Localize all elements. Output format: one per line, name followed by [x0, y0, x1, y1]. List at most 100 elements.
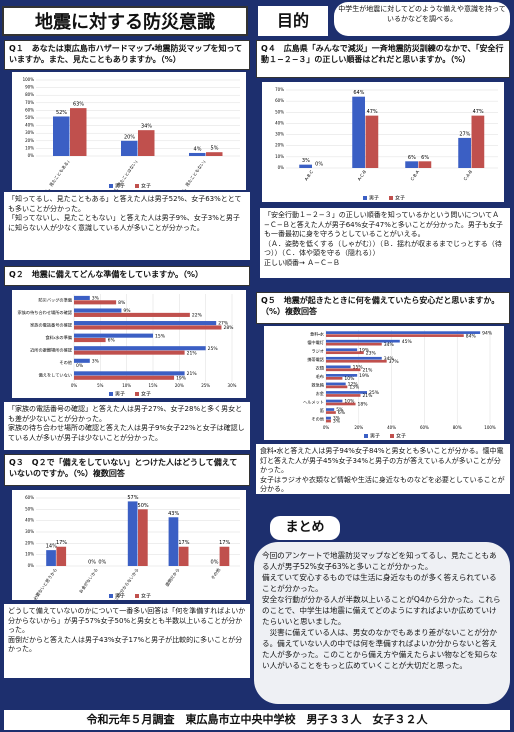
y-tick-label: 0% — [28, 153, 35, 158]
y-tick-label: 携帯電話 — [307, 356, 325, 363]
footer: 令和元年５月調査 東広島市立中央中学校 男子３３人 女子３２人 — [4, 710, 510, 730]
value-label: 23% — [366, 350, 377, 356]
value-label: 34% — [384, 342, 395, 348]
value-label: 84% — [466, 333, 477, 339]
bar — [56, 546, 67, 566]
legend-swatch — [109, 392, 113, 396]
legend-label: 女子 — [396, 433, 406, 440]
x-tick-label: 80% — [453, 425, 462, 430]
y-tick-label: 20% — [275, 143, 284, 148]
paragraph: 備えていて安心するものでは生活に身近なものが多く答えられていることが分かった。 — [262, 573, 497, 593]
x-tick-label: 15% — [149, 383, 158, 388]
y-tick-label: 40% — [25, 518, 34, 523]
value-label: 17% — [178, 540, 189, 546]
y-tick-label: その他 — [59, 359, 72, 366]
legend-swatch — [135, 184, 139, 188]
value-label: 52% — [56, 110, 67, 116]
value-label: 6% — [108, 338, 116, 344]
paragraph: 「安全行動１−２−３」の正しい順番を知っているかという問いについてＡ−Ｃ−Ｂと答… — [264, 211, 503, 238]
bar — [352, 96, 365, 168]
legend-label: 男子 — [115, 391, 125, 398]
bar — [178, 546, 189, 566]
question: Q３ Q２で「備えをしていない」とつけた人はどうして備えていないのですか。（%）… — [4, 454, 250, 486]
y-tick-label: 笛 — [320, 407, 324, 414]
value-label: 19% — [359, 373, 370, 379]
x-tick-label: 0% — [71, 383, 78, 388]
bar — [74, 358, 90, 363]
bar — [326, 408, 335, 411]
y-tick-label: 30% — [25, 529, 34, 534]
value-label: 19% — [176, 375, 187, 381]
value-label: 3% — [302, 158, 310, 164]
bar — [326, 411, 336, 414]
bar — [74, 350, 185, 355]
value-label: 63% — [73, 102, 84, 108]
y-tick-label: 家族の待ち合わせ場所の確認 — [18, 309, 73, 316]
value-label: 3% — [333, 416, 341, 422]
y-tick-label: 0% — [28, 563, 35, 568]
paragraph: 「知ってるし、見たこともある」と答えた人は男子52%、女子63%ととても多いこと… — [8, 195, 242, 213]
y-tick-label: 救急箱 — [311, 382, 324, 389]
value-label: 6% — [338, 410, 346, 416]
y-tick-label: 食料・水 — [310, 330, 325, 337]
paragraph: 女子はラジオや衣類など情報や生活に身近なものなどを必要としていることが分かる。 — [260, 475, 505, 494]
y-tick-label: 50% — [25, 115, 34, 120]
bar — [326, 331, 481, 334]
y-tick-label: 食料・水の準備 — [45, 334, 72, 341]
value-label: 0% — [211, 560, 219, 566]
y-tick-label: 懐中電灯 — [307, 339, 325, 346]
paragraph: 「知ってないし、見たこともない」と答えた人は男子9%、女子3%と男子に知らない人… — [8, 214, 240, 232]
bar — [299, 164, 312, 168]
y-tick-label: 家族の電話番号の確認 — [30, 321, 73, 328]
bar — [168, 517, 179, 566]
legend-swatch — [390, 434, 394, 438]
y-tick-label: 50% — [275, 109, 284, 114]
paragraph: 災害に備えている人は、男女のなかでもあまり差がないことが分かる。備えていない人の… — [262, 628, 498, 670]
value-label: 18% — [358, 402, 369, 408]
x-tick-label: 5% — [97, 383, 104, 388]
y-tick-label: 60% — [275, 98, 284, 103]
bar — [365, 115, 379, 168]
value-label: 6% — [408, 155, 416, 161]
y-tick-label: 30% — [275, 132, 284, 137]
value-label: 15% — [353, 364, 364, 370]
chart: 0% 20% 40% 60% 80% 100% 食料・水 94% 84% 懐中電灯 45% 34% ラジ… — [264, 326, 504, 440]
y-tick-label: その他 — [311, 416, 324, 423]
bar — [138, 130, 155, 156]
x-tick-label: 面倒だから — [164, 567, 182, 588]
x-tick-label: C-B-A — [409, 169, 420, 181]
legend-label: 男子 — [369, 195, 379, 202]
x-tick-label: その他 — [209, 566, 222, 581]
value-label: 28% — [223, 325, 234, 331]
bar — [326, 382, 346, 386]
legend-label: 男子 — [115, 183, 125, 190]
paragraph: どうして備えていないのかについて一番多い回答は「何を準備すればよいか分からないか… — [8, 607, 246, 634]
bar — [326, 365, 351, 369]
value-label: 17% — [56, 540, 67, 546]
y-tick-label: 100% — [23, 77, 35, 82]
x-tick-label: 100% — [484, 425, 496, 430]
bar — [326, 399, 343, 403]
value-label: 0% — [88, 560, 96, 566]
value-label: 47% — [367, 109, 378, 115]
bar — [326, 377, 343, 380]
question: Q５ 地震が起きたときに何を備えていたら安心だと思いますか。（%）複数回答 — [256, 292, 510, 324]
value-label: 45% — [402, 339, 413, 345]
y-tick-label: 10% — [275, 154, 284, 159]
bar — [326, 391, 367, 394]
value-label: 27% — [459, 131, 470, 137]
legend-label: 男子 — [370, 433, 380, 440]
value-label: 64% — [353, 90, 364, 96]
x-tick-label: 40% — [387, 425, 396, 430]
question: Q１ あなたは東広島市ハザードマップ・地震防災マップを知っていますか。また、見た… — [4, 40, 250, 70]
bar — [326, 419, 331, 423]
summary-text: 今回のアンケートで地震防災マップなどを知ってるし、見たこともある人が男子52%女… — [254, 542, 510, 704]
answer-text: 「家族の電話番号の確認」と答えた人は男子27%、女子28%と多く男女とも差が少な… — [4, 402, 250, 450]
bar — [326, 356, 382, 360]
paragraph: 正しい順番→ Ａ−Ｃ−Ｂ — [264, 258, 340, 267]
value-label: 10% — [344, 399, 355, 405]
value-label: 10% — [344, 376, 355, 382]
chart: 0% 10% 20% 30% 40% 50% 60% 70% 80% 90% 100% 52% 63% 「… — [12, 72, 246, 190]
